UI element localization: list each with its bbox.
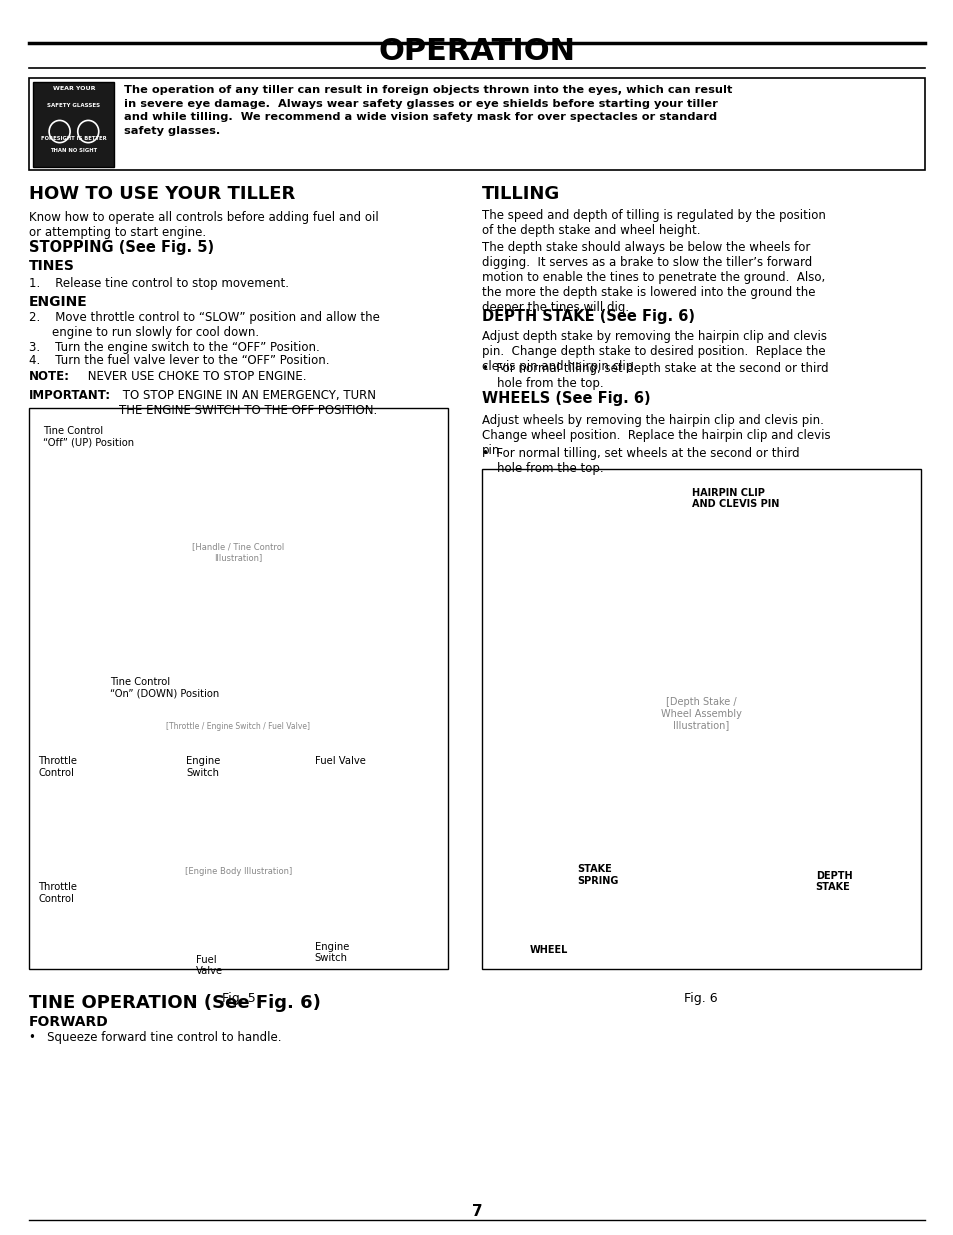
Text: Engine
Switch: Engine Switch	[314, 942, 349, 963]
Text: STOPPING (See Fig. 5): STOPPING (See Fig. 5)	[29, 240, 213, 254]
Text: TINES: TINES	[29, 259, 74, 273]
Text: The depth stake should always be below the wheels for
digging.  It serves as a b: The depth stake should always be below t…	[481, 241, 824, 314]
Text: 3.    Turn the engine switch to the “OFF” Position.: 3. Turn the engine switch to the “OFF” P…	[29, 341, 319, 354]
Text: [Throttle / Engine Switch / Fuel Valve]: [Throttle / Engine Switch / Fuel Valve]	[167, 721, 310, 731]
Text: NEVER USE CHOKE TO STOP ENGINE.: NEVER USE CHOKE TO STOP ENGINE.	[84, 370, 306, 384]
Text: TINE OPERATION (See Fig. 6): TINE OPERATION (See Fig. 6)	[29, 994, 320, 1013]
Text: WHEELS (See Fig. 6): WHEELS (See Fig. 6)	[481, 391, 650, 406]
FancyBboxPatch shape	[496, 506, 905, 920]
Text: Throttle
Control: Throttle Control	[38, 882, 77, 904]
Text: Engine
Switch: Engine Switch	[186, 756, 220, 778]
Text: Fuel Valve: Fuel Valve	[314, 756, 365, 766]
Text: [Depth Stake /
Wheel Assembly
Illustration]: [Depth Stake / Wheel Assembly Illustrati…	[660, 698, 740, 730]
Text: HAIRPIN CLIP
AND CLEVIS PIN: HAIRPIN CLIP AND CLEVIS PIN	[691, 488, 779, 509]
Text: Fig. 6: Fig. 6	[683, 992, 718, 1005]
FancyBboxPatch shape	[48, 673, 429, 778]
Text: Fuel
Valve: Fuel Valve	[195, 955, 222, 976]
FancyBboxPatch shape	[33, 82, 114, 167]
FancyBboxPatch shape	[48, 445, 429, 661]
Text: •  For normal tilling, set depth stake at the second or third
    hole from the : • For normal tilling, set depth stake at…	[481, 362, 827, 390]
Text: 1.    Release tine control to stop movement.: 1. Release tine control to stop movement…	[29, 277, 289, 290]
FancyBboxPatch shape	[29, 78, 924, 170]
Text: HOW TO USE YOUR TILLER: HOW TO USE YOUR TILLER	[29, 185, 294, 204]
Text: 4.    Turn the fuel valve lever to the “OFF” Position.: 4. Turn the fuel valve lever to the “OFF…	[29, 354, 329, 368]
Text: engine to run slowly for cool down.: engine to run slowly for cool down.	[52, 326, 259, 340]
Text: WHEEL: WHEEL	[529, 945, 567, 955]
Text: Tine Control
“Off” (UP) Position: Tine Control “Off” (UP) Position	[43, 426, 134, 447]
Text: WEAR YOUR: WEAR YOUR	[52, 86, 95, 91]
Text: 2.    Move throttle control to “SLOW” position and allow the: 2. Move throttle control to “SLOW” posit…	[29, 311, 379, 325]
Text: IMPORTANT:: IMPORTANT:	[29, 389, 111, 403]
Text: NOTE:: NOTE:	[29, 370, 70, 384]
Text: •  For normal tilling, set wheels at the second or third
    hole from the top.: • For normal tilling, set wheels at the …	[481, 447, 799, 475]
Text: •   Squeeze forward tine control to handle.: • Squeeze forward tine control to handle…	[29, 1031, 281, 1045]
Text: FORESIGHT IS BETTER: FORESIGHT IS BETTER	[41, 136, 107, 141]
FancyBboxPatch shape	[481, 469, 920, 969]
Text: [Handle / Tine Control
Illustration]: [Handle / Tine Control Illustration]	[193, 542, 284, 562]
Text: The speed and depth of tilling is regulated by the position
of the depth stake a: The speed and depth of tilling is regula…	[481, 209, 824, 237]
Text: Fig. 5: Fig. 5	[221, 992, 255, 1005]
Text: 7: 7	[471, 1204, 482, 1219]
Text: Adjust depth stake by removing the hairpin clip and clevis
pin.  Change depth st: Adjust depth stake by removing the hairp…	[481, 330, 826, 373]
Text: TILLING: TILLING	[481, 185, 559, 204]
Text: Know how to operate all controls before adding fuel and oil
or attempting to sta: Know how to operate all controls before …	[29, 211, 378, 240]
Text: ENGINE: ENGINE	[29, 295, 88, 309]
Text: [Engine Body Illustration]: [Engine Body Illustration]	[185, 867, 292, 877]
Text: THAN NO SIGHT: THAN NO SIGHT	[51, 148, 97, 153]
Text: Adjust wheels by removing the hairpin clip and clevis pin.
Change wheel position: Adjust wheels by removing the hairpin cl…	[481, 414, 829, 457]
Text: The operation of any tiller can result in foreign objects thrown into the eyes, : The operation of any tiller can result i…	[124, 85, 732, 136]
Text: Tine Control
“On” (DOWN) Position: Tine Control “On” (DOWN) Position	[110, 677, 219, 699]
Text: TO STOP ENGINE IN AN EMERGENCY, TURN
THE ENGINE SWITCH TO THE OFF POSITION.: TO STOP ENGINE IN AN EMERGENCY, TURN THE…	[119, 389, 377, 417]
Text: Throttle
Control: Throttle Control	[38, 756, 77, 778]
Text: STAKE
SPRING: STAKE SPRING	[577, 864, 618, 885]
Text: DEPTH
STAKE: DEPTH STAKE	[815, 871, 851, 892]
Text: FORWARD: FORWARD	[29, 1015, 109, 1029]
FancyBboxPatch shape	[29, 408, 448, 969]
FancyBboxPatch shape	[48, 788, 429, 955]
Text: OPERATION: OPERATION	[378, 37, 575, 67]
Text: DEPTH STAKE (See Fig. 6): DEPTH STAKE (See Fig. 6)	[481, 309, 694, 324]
Text: SAFETY GLASSES: SAFETY GLASSES	[48, 103, 100, 107]
